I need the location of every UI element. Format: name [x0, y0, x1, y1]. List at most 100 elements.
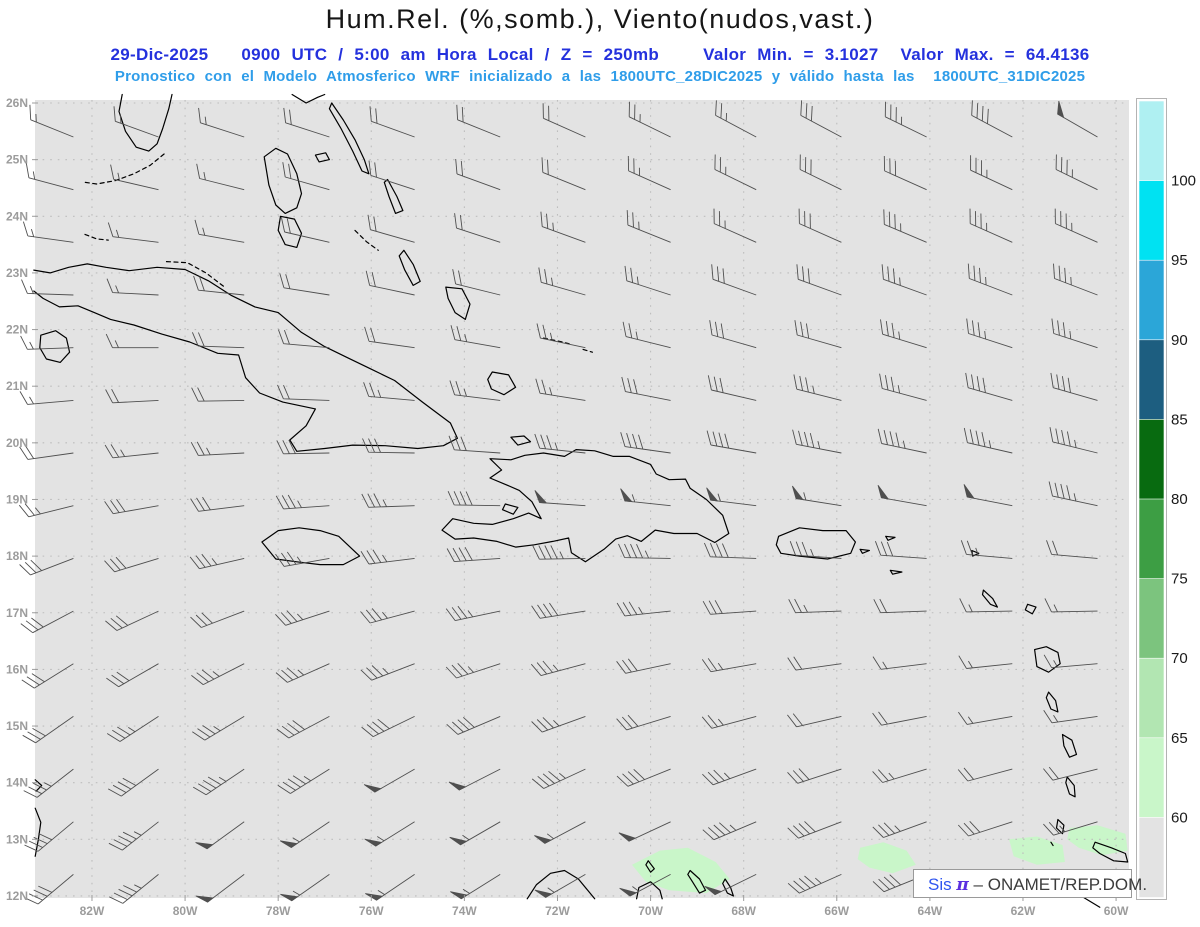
wind-barb — [787, 768, 842, 784]
lat-tick-label: 17N — [6, 606, 28, 620]
wind-barb-pennant — [363, 784, 382, 793]
coastline-puerto-rico — [775, 527, 856, 560]
wind-barb — [1049, 427, 1098, 454]
wind-barb — [713, 208, 757, 243]
colorbar-segment — [1138, 180, 1165, 262]
wind-barb-pennant — [963, 484, 975, 499]
colorbar-label: 90 — [1171, 332, 1188, 349]
wind-barb — [365, 270, 415, 296]
wind-barb — [104, 444, 159, 459]
wind-barb-pennant — [618, 832, 637, 842]
wind-barb — [881, 264, 927, 296]
wind-barb — [963, 427, 1013, 454]
wind-barb — [276, 439, 330, 455]
wind-barb — [207, 874, 245, 903]
wind-barb — [25, 162, 74, 191]
wind-barb-pennant — [364, 838, 383, 847]
wind-barb — [19, 445, 74, 460]
lat-tick-label: 21N — [6, 379, 28, 393]
generated-map-layer: 26N 25N 24N 23N 22N 21N 20N 19N 18N 17N 16N 15N 14N 1… — [6, 93, 1196, 918]
coastline-aruba — [645, 860, 655, 873]
wind-barb — [29, 104, 74, 138]
wind-barb — [445, 662, 501, 679]
wind-barb — [191, 332, 245, 349]
wind-barb — [872, 873, 927, 893]
wind-barb — [360, 663, 415, 681]
coastline-exuma — [354, 229, 379, 251]
colorbar-segment — [1138, 339, 1165, 421]
coastline-dominica — [1045, 691, 1059, 713]
wind-barb — [703, 542, 757, 559]
wind-barb — [796, 264, 842, 296]
lon-tick-label: 66W — [824, 904, 849, 918]
lat-tick-label: 24N — [6, 209, 28, 223]
wind-barb — [1043, 654, 1098, 669]
coastline-abaco — [291, 93, 326, 104]
wind-barb — [788, 598, 842, 614]
wind-barb — [877, 428, 927, 454]
wind-barb — [280, 217, 330, 243]
wind-barb — [715, 100, 757, 138]
wind-barb — [24, 874, 74, 905]
lat-tick-label: 19N — [6, 492, 28, 506]
colorbar-segment — [1138, 737, 1165, 819]
wind-barb — [879, 373, 927, 401]
colorbar-label: 100 — [1171, 173, 1196, 190]
wind-barb — [190, 496, 245, 512]
coastline-guadeloupe — [1034, 646, 1061, 673]
wind-barb — [792, 429, 842, 454]
subtitle-valid-time: 29-Dic-2025 0900 UTC / 5:00 am Hora Loca… — [110, 45, 1090, 64]
wind-barb — [105, 388, 159, 404]
coastline-cat-island — [383, 178, 404, 214]
coastline-acklins — [445, 286, 471, 320]
wind-barb — [21, 663, 74, 689]
wind-barb — [872, 821, 927, 838]
wind-barb — [883, 155, 927, 191]
wind-barb — [106, 716, 159, 742]
wind-barb — [967, 496, 1013, 507]
wind-barb — [789, 541, 842, 559]
coastline-curacao — [687, 869, 707, 894]
wind-barb — [710, 493, 757, 507]
wind-barb — [793, 374, 842, 401]
coastline-st-croix — [889, 569, 903, 575]
coastline-hispaniola — [441, 449, 730, 563]
wind-barb — [532, 545, 586, 560]
wind-barb — [541, 157, 586, 191]
wind-barb — [110, 164, 159, 191]
wind-barb — [702, 821, 757, 841]
wind-barb — [1051, 318, 1098, 349]
wind-barb — [618, 543, 671, 559]
page-title: Hum.Rel. (%,somb.), Viento(nudos,vast.) — [325, 4, 875, 34]
wind-barb-pennant — [792, 485, 804, 501]
wind-barb — [107, 768, 159, 797]
colorbar-segment — [1138, 578, 1165, 659]
humidity-patch-60-65 — [1009, 836, 1065, 865]
wind-barb — [872, 768, 927, 783]
wind-barb — [454, 213, 501, 243]
wind-barb — [368, 160, 415, 191]
wind-barb — [192, 768, 245, 796]
wind-barb — [283, 107, 330, 138]
wind-barb — [535, 378, 586, 401]
coastline-grenadines — [1050, 841, 1056, 849]
wind-barb — [360, 608, 415, 624]
wind-barb — [290, 821, 330, 848]
wind-barb — [967, 263, 1013, 296]
wind-barb — [21, 279, 74, 296]
lat-tick-label: 20N — [6, 436, 28, 450]
coastline-caicos — [542, 337, 570, 345]
wind-barb — [880, 319, 927, 349]
map-background — [35, 100, 1129, 898]
coastline-st-kitts — [981, 589, 998, 608]
humidity-patch-60-65 — [857, 842, 916, 874]
wind-barb — [706, 430, 757, 454]
wind-barb — [872, 711, 927, 726]
wind-barb-pennant — [706, 487, 719, 502]
coastline-florida — [118, 93, 173, 152]
lat-tick-label: 18N — [6, 549, 28, 563]
wind-barb — [707, 375, 757, 401]
wind-barb — [364, 326, 415, 349]
wind-barb — [460, 874, 501, 900]
